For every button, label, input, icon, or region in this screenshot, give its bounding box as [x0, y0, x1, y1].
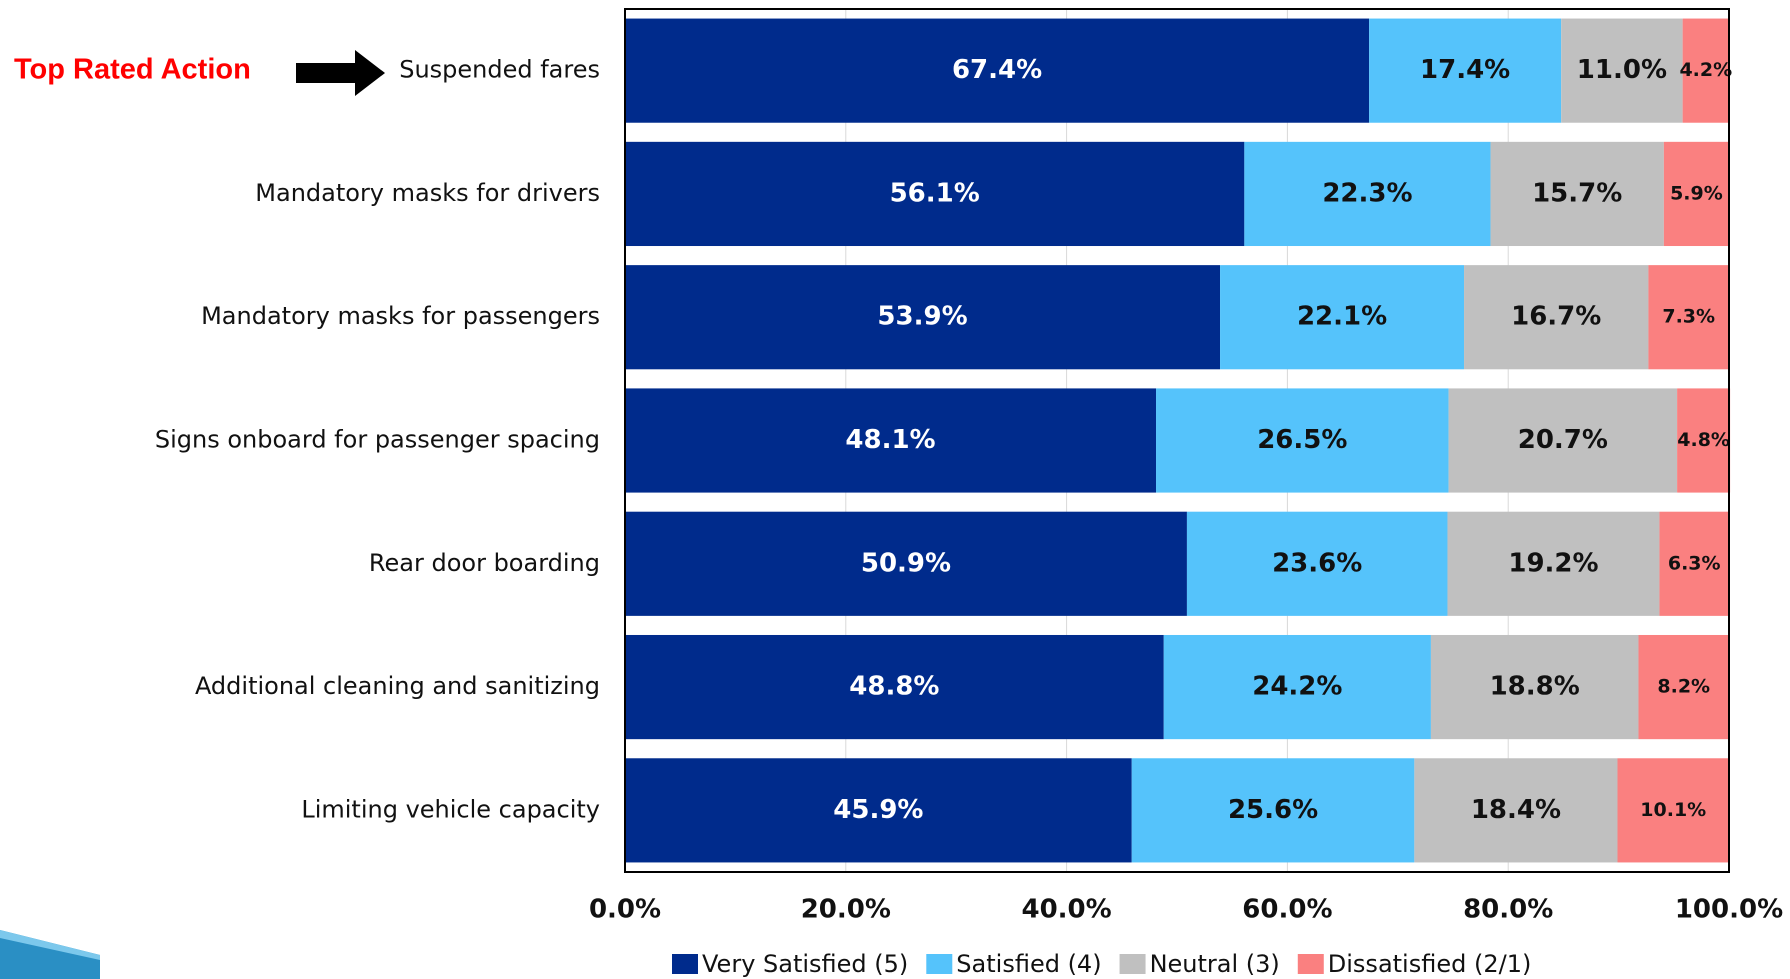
value-label: 15.7% [1532, 178, 1622, 208]
legend-swatch [1119, 954, 1146, 974]
category-label: Signs onboard for passenger spacing [155, 426, 600, 454]
bar-segment [1163, 634, 1431, 740]
category-label: Additional cleaning and sanitizing [195, 672, 600, 700]
value-label: 5.9% [1670, 182, 1723, 204]
x-tick-label: 0.0% [589, 895, 661, 925]
bar-segment [1464, 265, 1649, 370]
category-label: Mandatory masks for passengers [201, 302, 600, 330]
annotation: Top Rated Action [14, 54, 251, 86]
value-label: 22.3% [1322, 178, 1412, 208]
x-tick-label: 60.0% [1242, 895, 1332, 925]
legend-swatch [926, 954, 953, 974]
value-label: 24.2% [1252, 672, 1342, 702]
value-label: 48.8% [849, 672, 939, 702]
value-label: 18.8% [1490, 672, 1580, 702]
category-label: Suspended fares [399, 56, 600, 84]
plot-border [624, 8, 1730, 873]
x-tick-label: 20.0% [801, 895, 891, 925]
value-label: 4.8% [1677, 429, 1730, 451]
legend-swatch [1297, 954, 1324, 974]
value-label: 26.5% [1257, 425, 1347, 455]
bar-segment [1638, 634, 1729, 740]
bar-segment [1490, 141, 1664, 247]
value-label: 10.1% [1640, 799, 1706, 821]
value-label: 45.9% [833, 795, 923, 825]
bar-segment [1131, 758, 1415, 863]
category-label: Limiting vehicle capacity [301, 795, 600, 823]
legend-label: Very Satisfied (5) [702, 950, 908, 978]
bar-segment [1244, 141, 1491, 247]
value-label: 53.9% [877, 302, 967, 332]
value-label: 67.4% [952, 55, 1042, 85]
arrow [296, 50, 385, 96]
bar-segment [1156, 388, 1449, 493]
bar-segment [1648, 265, 1729, 370]
bar-segment [625, 758, 1132, 863]
bar-segment [625, 18, 1370, 123]
legend-label: Neutral (3) [1150, 950, 1280, 978]
value-label: 22.1% [1297, 302, 1387, 332]
category-label: Rear door boarding [369, 549, 600, 577]
bar-segment [625, 511, 1187, 616]
bar-segment [1186, 511, 1448, 616]
bar-segment [1430, 634, 1639, 740]
bar-segment [1369, 18, 1562, 123]
x-tick-label: 100.0% [1675, 895, 1783, 925]
x-tick-label: 80.0% [1463, 895, 1553, 925]
bar-segment [1448, 388, 1678, 493]
value-label: 50.9% [861, 548, 951, 578]
legend-swatch [672, 954, 698, 974]
bar-segment [625, 141, 1245, 247]
value-label: 48.1% [845, 425, 935, 455]
x-tick-label: 40.0% [1021, 895, 1111, 925]
bar-segment [625, 388, 1157, 493]
bar-segment [1220, 265, 1465, 370]
value-label: 4.2% [1679, 59, 1732, 81]
bar-segment [1617, 758, 1729, 863]
bar-segment [1447, 511, 1660, 616]
value-label: 23.6% [1272, 548, 1362, 578]
bar-segment [1414, 758, 1618, 863]
bar-segment [1659, 511, 1729, 616]
category-label: Mandatory masks for drivers [255, 179, 600, 207]
value-label: 18.4% [1471, 795, 1561, 825]
value-label: 56.1% [890, 178, 980, 208]
value-label: 16.7% [1511, 302, 1601, 332]
bar-segment [1561, 18, 1683, 123]
value-label: 17.4% [1420, 55, 1510, 85]
corner-decoration [0, 930, 100, 960]
bar-segment [1663, 141, 1729, 247]
value-label: 19.2% [1508, 548, 1598, 578]
bar-segment [625, 265, 1221, 370]
value-label: 20.7% [1518, 425, 1608, 455]
value-label: 25.6% [1228, 795, 1318, 825]
bar-segment [1677, 388, 1731, 493]
value-label: 8.2% [1657, 676, 1710, 698]
legend-label: Dissatisfied (2/1) [1328, 950, 1532, 978]
value-label: 11.0% [1577, 55, 1667, 85]
bar-segment [625, 634, 1164, 740]
bar-segment [1682, 18, 1729, 123]
value-label: 6.3% [1668, 552, 1721, 574]
value-label: 7.3% [1662, 306, 1715, 328]
legend-label: Satisfied (4) [956, 950, 1101, 978]
